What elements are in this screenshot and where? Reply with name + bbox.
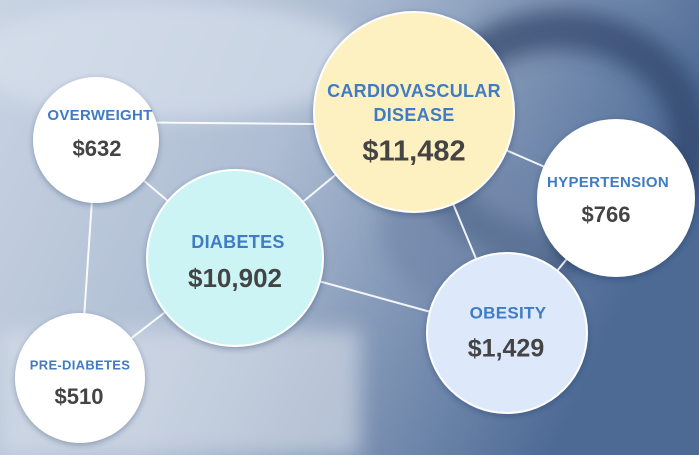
node-value: $510	[55, 384, 104, 409]
node-value: $766	[582, 202, 631, 227]
node-label: PRE-DIABETES	[30, 357, 130, 372]
node-value: $11,482	[362, 136, 465, 168]
node-label: CARDIOVASCULAR	[327, 81, 501, 101]
node-label: OBESITY	[470, 303, 547, 322]
node-value: $632	[73, 136, 122, 161]
node-circle	[33, 77, 159, 203]
node-value: $10,902	[188, 263, 282, 293]
node-circle	[426, 252, 588, 414]
node-label: DIABETES	[191, 232, 284, 252]
node-value: $1,429	[468, 335, 544, 363]
node-label: DISEASE	[373, 105, 454, 125]
node-circle	[537, 119, 695, 277]
node-circle	[313, 11, 515, 213]
node-circle	[146, 169, 324, 347]
nodes	[15, 11, 695, 443]
node-circle	[15, 313, 145, 443]
node-label: HYPERTENSION	[547, 174, 669, 191]
node-label: OVERWEIGHT	[47, 107, 152, 124]
